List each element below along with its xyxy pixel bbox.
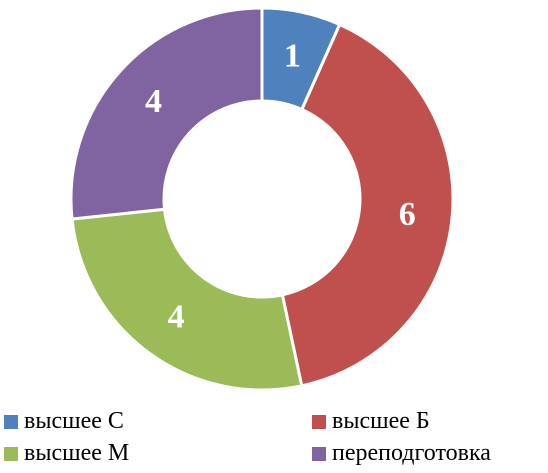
legend-label-3: высшее М — [24, 440, 129, 466]
legend-swatch-4 — [312, 447, 326, 461]
slice-3 — [70, 207, 304, 392]
legend-label-4: переподготовка — [332, 440, 491, 466]
data-label-3: 4 — [168, 299, 185, 336]
slice-2 — [280, 22, 455, 388]
legend-entry-1: высшее С — [4, 408, 124, 434]
donut-slices — [69, 6, 455, 392]
legend-entry-2: высшее Б — [312, 408, 430, 434]
legend-label-2: высшее Б — [332, 408, 430, 434]
data-label-2: 6 — [399, 196, 416, 233]
slice-4 — [69, 6, 264, 221]
legend-entry-4: переподготовка — [312, 440, 491, 466]
legend-swatch-1 — [4, 415, 18, 429]
legend: высшее С высшее Б высшее М переподготовка — [4, 408, 491, 466]
legend-swatch-2 — [312, 415, 326, 429]
legend-entry-3: высшее М — [4, 440, 129, 466]
data-label-1: 1 — [284, 38, 301, 75]
data-label-4: 4 — [145, 83, 162, 120]
legend-swatch-3 — [4, 447, 18, 461]
legend-label-1: высшее С — [24, 408, 124, 434]
